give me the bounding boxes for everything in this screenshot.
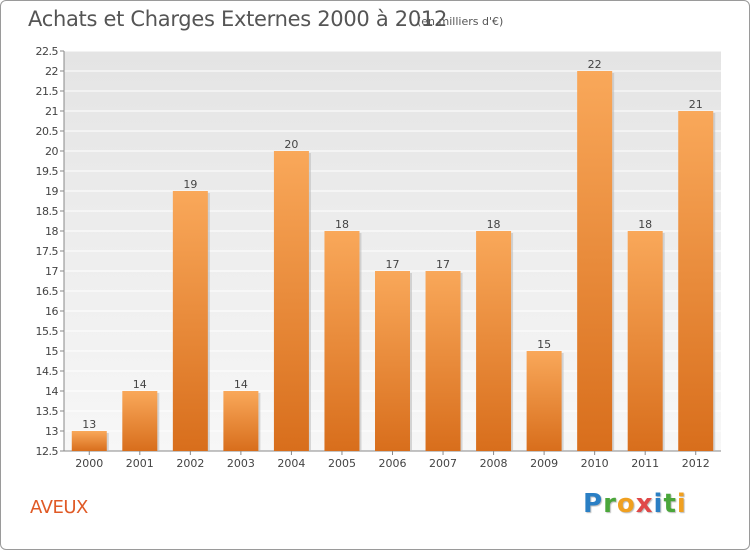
x-tick-label: 2003 [227, 457, 255, 470]
x-tick-label: 2005 [328, 457, 356, 470]
y-tick-label: 22.5 [36, 45, 59, 58]
proxiti-logo[interactable]: Proxiti [583, 489, 687, 519]
y-tick-label: 18.5 [36, 205, 59, 218]
y-tick-label: 22 [45, 65, 58, 78]
x-tick-label: 2009 [530, 457, 558, 470]
data-label: 18 [335, 218, 349, 231]
data-label: 19 [183, 178, 197, 191]
x-tick-label: 2002 [176, 457, 204, 470]
x-tick-label: 2008 [480, 457, 508, 470]
data-label: 14 [133, 378, 147, 391]
y-tick-label: 16 [45, 305, 58, 318]
x-tick-label: 2006 [379, 457, 407, 470]
y-tick-label: 19.5 [36, 165, 59, 178]
y-tick-label: 13.5 [36, 405, 59, 418]
data-label: 17 [386, 258, 400, 271]
y-tick-label: 15 [45, 345, 58, 358]
y-tick-label: 12.5 [36, 445, 59, 458]
y-tick-label: 14.5 [36, 365, 59, 378]
bar [375, 271, 410, 451]
chart-subtitle: (en milliers d'€) [417, 15, 504, 28]
data-label: 14 [234, 378, 248, 391]
x-tick-label: 2001 [126, 457, 154, 470]
bar [425, 271, 461, 451]
location-label: AVEUX [30, 497, 88, 518]
x-tick-label: 2000 [75, 457, 103, 470]
x-tick-label: 2012 [682, 457, 710, 470]
y-tick-label: 18 [45, 225, 58, 238]
x-tick-label: 2007 [429, 457, 457, 470]
y-tick-label: 17.5 [36, 245, 59, 258]
x-tick-label: 2011 [631, 457, 659, 470]
y-tick-label: 13 [45, 425, 58, 438]
data-label: 20 [284, 138, 298, 151]
bar [476, 231, 512, 451]
bar [122, 391, 158, 451]
y-tick-label: 21 [45, 105, 58, 118]
bar [678, 111, 714, 451]
data-label: 22 [588, 58, 602, 71]
y-tick-label: 15.5 [36, 325, 59, 338]
x-tick-label: 2004 [277, 457, 305, 470]
data-label: 13 [82, 418, 96, 431]
y-tick-label: 20 [45, 145, 58, 158]
data-label: 18 [487, 218, 501, 231]
y-tick-label: 17 [45, 265, 58, 278]
y-tick-label: 21.5 [36, 85, 59, 98]
bar [324, 231, 360, 451]
bar [223, 391, 259, 451]
data-label: 18 [638, 218, 652, 231]
y-tick-label: 19 [45, 185, 58, 198]
bar [577, 71, 613, 451]
y-tick-label: 16.5 [36, 285, 59, 298]
y-tick-label: 14 [45, 385, 58, 398]
data-label: 17 [436, 258, 450, 271]
bar [273, 151, 309, 451]
bar [71, 431, 107, 451]
bar [526, 351, 562, 451]
data-label: 15 [537, 338, 551, 351]
bar [627, 231, 663, 451]
y-tick-label: 20.5 [36, 125, 59, 138]
x-tick-label: 2010 [581, 457, 609, 470]
chart-title: Achats et Charges Externes 2000 à 2012 [28, 7, 448, 31]
bar [172, 191, 208, 451]
data-label: 21 [689, 98, 703, 111]
